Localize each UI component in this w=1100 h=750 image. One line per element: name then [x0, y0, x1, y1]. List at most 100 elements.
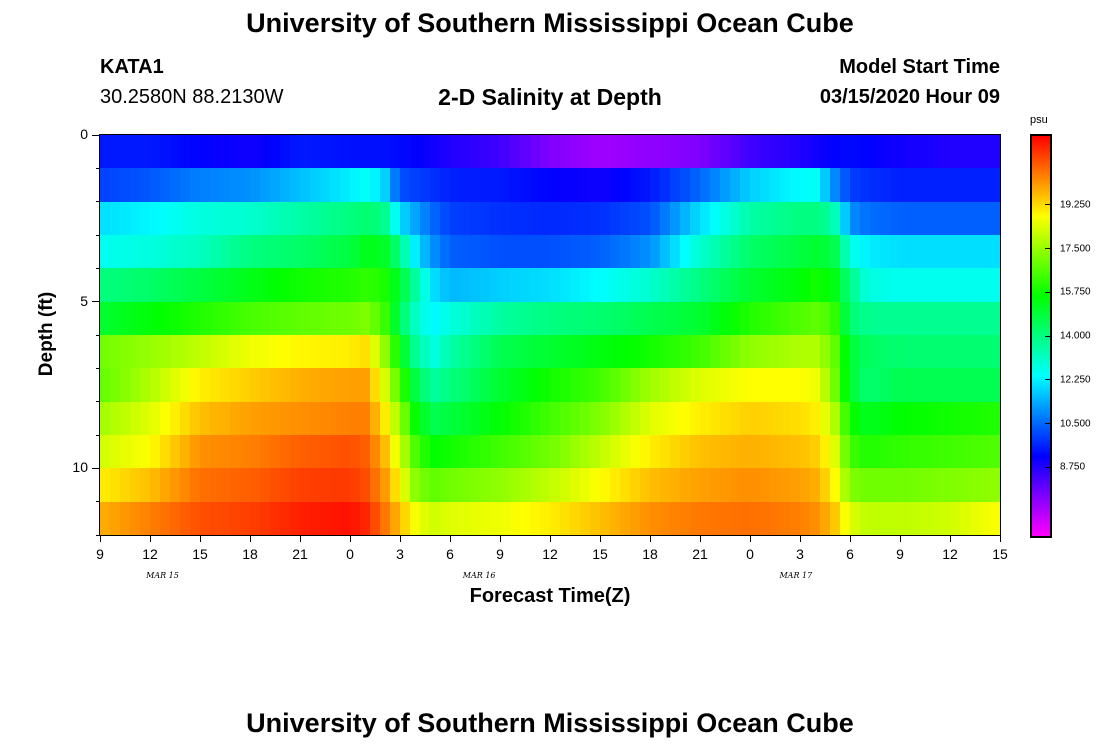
heatmap-cell: [870, 201, 881, 236]
heatmap-cell: [570, 368, 581, 403]
heatmap-cell: [590, 435, 601, 469]
heatmap-cell: [560, 335, 571, 369]
heatmap-cell: [440, 201, 451, 236]
heatmap-cell: [240, 135, 251, 169]
heatmap-cell: [170, 368, 181, 403]
heatmap-cell: [650, 201, 661, 236]
heatmap-cell: [340, 235, 351, 269]
heatmap-cell: [860, 468, 871, 503]
x-tick: [499, 535, 501, 542]
heatmap-cell: [250, 435, 261, 469]
heatmap-cell: [290, 335, 301, 369]
heatmap-cell: [690, 235, 701, 269]
heatmap-cell: [100, 435, 111, 469]
heatmap-cell: [520, 135, 531, 169]
heatmap-cell: [450, 168, 461, 203]
heatmap-cell: [350, 168, 361, 203]
heatmap-cell: [910, 435, 921, 469]
heatmap-cell: [370, 335, 381, 369]
heatmap-cell: [810, 301, 821, 336]
heatmap-cell: [380, 468, 391, 503]
heatmap-cell: [840, 268, 851, 303]
heatmap-cell: [530, 335, 541, 369]
heatmap-cell: [690, 335, 701, 369]
heatmap-cell: [870, 301, 881, 336]
y-tick-label: 10: [72, 459, 88, 476]
heatmap-cell: [490, 468, 501, 503]
heatmap-cell: [960, 168, 971, 203]
heatmap-cell: [410, 268, 421, 303]
heatmap-cell: [360, 501, 371, 535]
heatmap-cell: [460, 435, 471, 469]
heatmap-cell: [590, 501, 601, 535]
heatmap-cell: [160, 201, 171, 236]
x-tick: [299, 535, 301, 542]
heatmap-cell: [710, 501, 721, 535]
heatmap-cell: [370, 268, 381, 303]
heatmap-cell: [110, 168, 121, 203]
heatmap-cell: [400, 435, 411, 469]
heatmap-cell: [160, 268, 171, 303]
heatmap-cell: [700, 168, 711, 203]
heatmap-cell: [850, 435, 861, 469]
heatmap-cell: [960, 301, 971, 336]
heatmap-cell: [680, 335, 691, 369]
heatmap-cell: [970, 468, 981, 503]
heatmap-cell: [700, 368, 711, 403]
heatmap-cell: [120, 235, 131, 269]
heatmap-cell: [840, 235, 851, 269]
heatmap-cell: [500, 401, 511, 436]
heatmap-cell: [720, 501, 731, 535]
heatmap-cell: [890, 201, 901, 236]
heatmap-cell: [880, 235, 891, 269]
heatmap-cell: [800, 501, 811, 535]
heatmap-cell: [950, 201, 961, 236]
heatmap-cell: [990, 435, 1000, 469]
heatmap-cell: [570, 301, 581, 336]
heatmap-cell: [190, 135, 201, 169]
heatmap-cell: [920, 501, 931, 535]
heatmap-cell: [170, 468, 181, 503]
heatmap-cell: [760, 335, 771, 369]
heatmap-cell: [260, 268, 271, 303]
heatmap-cell: [900, 501, 911, 535]
heatmap-cell: [220, 301, 231, 336]
heatmap-cell: [660, 168, 671, 203]
heatmap-cell: [990, 268, 1000, 303]
heatmap-cell: [500, 135, 511, 169]
heatmap-cell: [510, 401, 521, 436]
heatmap-cell: [910, 335, 921, 369]
heatmap-cell: [420, 301, 431, 336]
heatmap-cell: [580, 435, 591, 469]
heatmap-cell: [430, 201, 441, 236]
heatmap-cell: [180, 135, 191, 169]
heatmap-cell: [890, 468, 901, 503]
heatmap-cell: [640, 468, 651, 503]
heatmap-cell: [890, 401, 901, 436]
heatmap-cell: [450, 135, 461, 169]
heatmap-cell: [850, 368, 861, 403]
heatmap-cell: [700, 235, 711, 269]
heatmap-cell: [360, 135, 371, 169]
heatmap-cell: [320, 135, 331, 169]
colorbar-tick: [1045, 379, 1051, 381]
heatmap-cell: [750, 435, 761, 469]
x-tick: [649, 535, 651, 542]
heatmap-cell: [470, 268, 481, 303]
heatmap-cell: [600, 168, 611, 203]
heatmap-cell: [570, 468, 581, 503]
y-minor-tick: [96, 267, 100, 269]
heatmap-cell: [360, 401, 371, 436]
heatmap-cell: [650, 401, 661, 436]
heatmap-cell: [390, 435, 401, 469]
heatmap-cell: [370, 235, 381, 269]
heatmap-cell: [340, 268, 351, 303]
heatmap-cell: [830, 268, 841, 303]
heatmap-cell: [940, 268, 951, 303]
x-tick-label: 6: [446, 546, 454, 562]
heatmap-cell: [490, 235, 501, 269]
heatmap-cell: [100, 235, 111, 269]
heatmap-cell: [660, 501, 671, 535]
heatmap-cell: [610, 335, 621, 369]
x-day-label: MAR 15: [146, 571, 179, 580]
